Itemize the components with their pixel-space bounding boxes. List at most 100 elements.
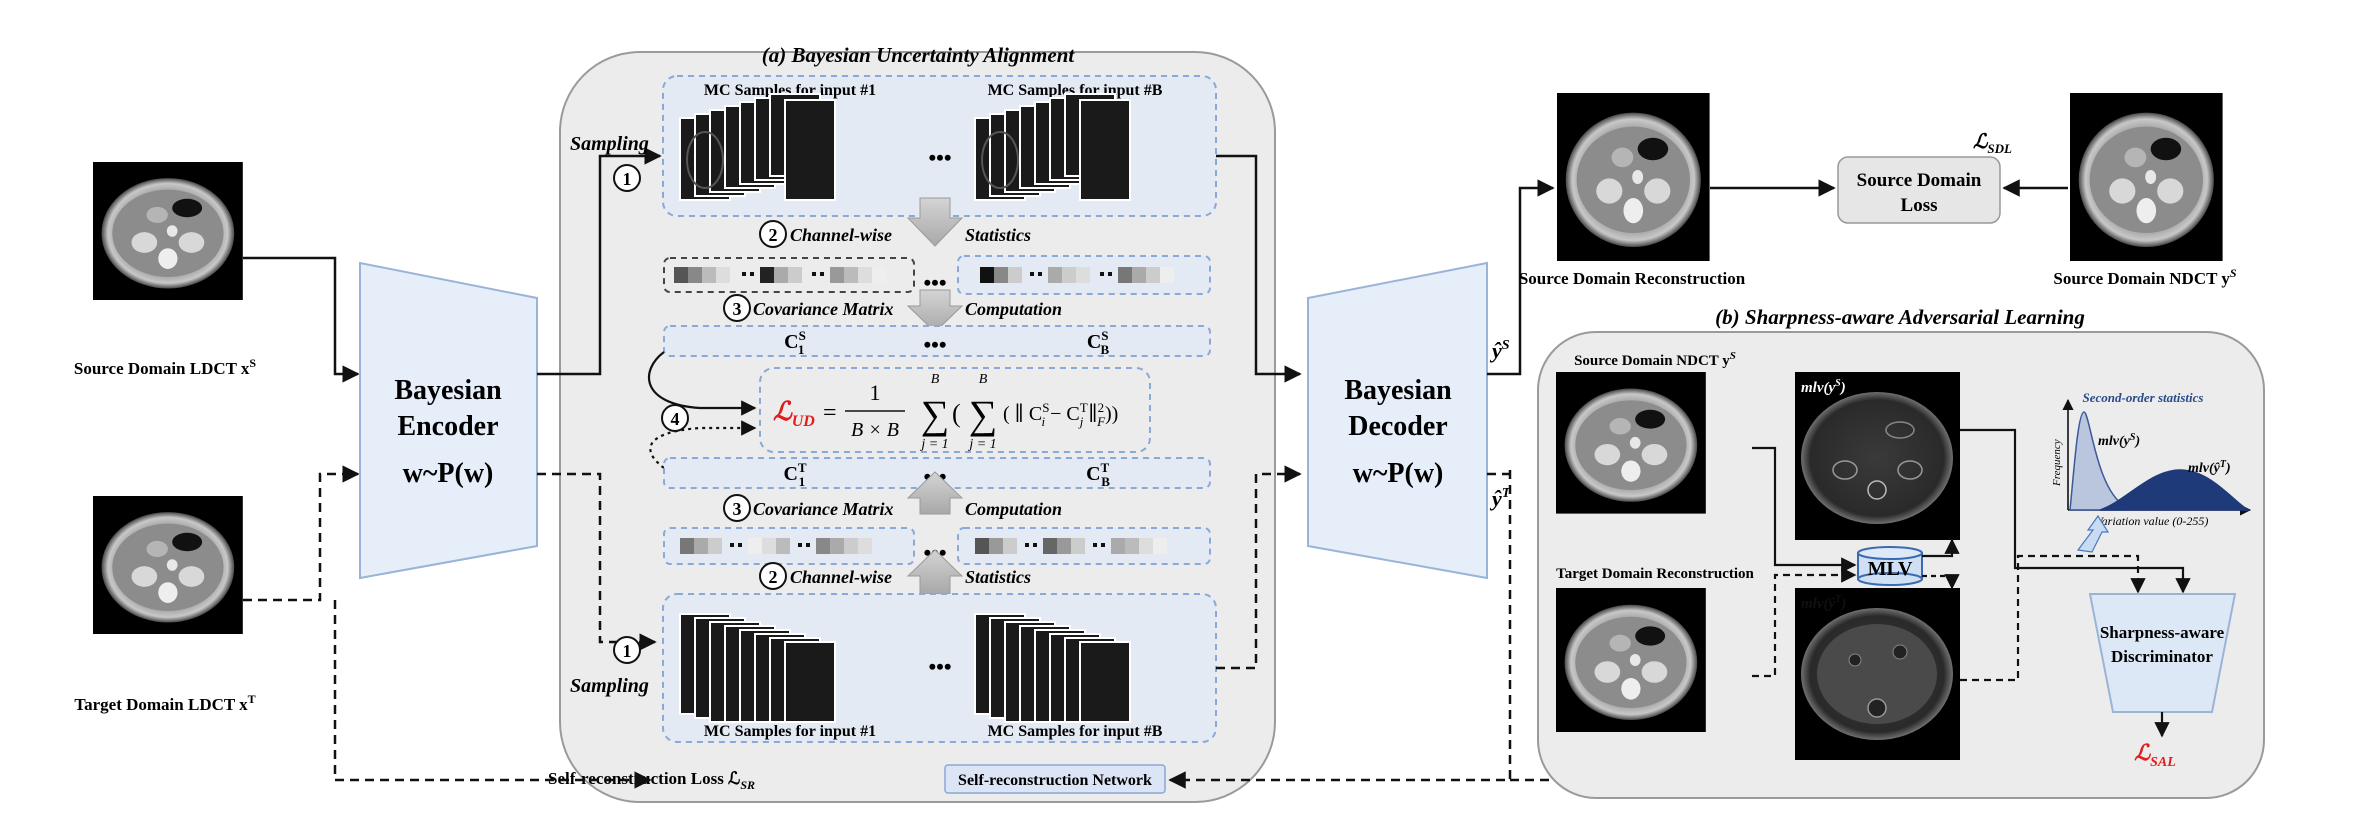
- source-domain-loss-box: [1837, 156, 2001, 224]
- mlv-yt-label: mlv(ŷT): [1801, 594, 1846, 612]
- curve-yt-label: mlv(ŷT): [2188, 459, 2231, 476]
- mlv-target-map: [1795, 588, 1960, 760]
- loss-sdl-label: ℒSDL: [1973, 131, 2012, 156]
- formula-body: ( ∥ CS i − CT j ∥2 F)): [1003, 400, 1118, 429]
- loss-ud-formula-box: [759, 367, 1151, 453]
- yt-map-to-discriminator-arrow: [1960, 554, 2146, 682]
- panel-b-target-recon-image: [1556, 588, 1706, 732]
- c1-target: CT 1: [783, 460, 806, 489]
- target-to-self-recon-loss-arrow: [333, 600, 652, 789]
- covariance-bottom-b: Computation: [965, 499, 1062, 519]
- target-stats-swatches-1: [680, 538, 872, 554]
- source-ldct-label: Source Domain LDCT xS: [74, 356, 257, 378]
- mlv-box-label: MLV: [1868, 558, 1913, 580]
- covariance-bottom-a: Covariance Matrix: [753, 499, 894, 519]
- down-arrow-covariance: [906, 289, 964, 333]
- sampling-label-bottom: Sampling: [570, 675, 649, 697]
- decoder-label-3: w~P(w): [1353, 458, 1444, 489]
- curve-target-mlv: [2099, 469, 2251, 511]
- step-2-badge-top: [759, 220, 787, 248]
- covariance-top-b: Computation: [965, 299, 1062, 319]
- statistics-top: Statistics: [965, 225, 1031, 245]
- step-1-badge-top: [613, 164, 641, 192]
- sum-lower-2: j = 1: [967, 437, 996, 452]
- up-arrow-covariance: [906, 471, 964, 515]
- frequency-label: Frequency: [2051, 439, 2063, 487]
- ellipsis-top-stats: •••: [923, 270, 946, 295]
- source-samples-to-decoder-arrow: [1216, 154, 1302, 383]
- svg-text:2: 2: [769, 567, 778, 587]
- mlv-operator: [1857, 546, 1923, 586]
- sum-lower-1: j = 1: [919, 437, 948, 452]
- source-ldct-image: [93, 162, 243, 300]
- svg-text:3: 3: [733, 499, 742, 519]
- variation-label: Variation value (0-255): [2096, 514, 2209, 528]
- ellipsis-bottom-samples: •••: [928, 654, 951, 679]
- source-ndct-top-label: Source Domain NDCT yS: [2053, 266, 2236, 288]
- bayesian-decoder: [1307, 261, 1488, 580]
- target-cov-to-loss-arrow: [649, 420, 757, 469]
- sampling-label-top: Sampling: [570, 133, 649, 155]
- step-1-badge-bottom: [613, 636, 641, 664]
- svg-text:2: 2: [769, 225, 778, 245]
- source-stats-swatches-1: [674, 267, 886, 283]
- encoder-label-1: Bayesian: [394, 375, 502, 406]
- mc-samples-1-top: MC Samples for input #1: [704, 82, 876, 99]
- svg-text:4: 4: [671, 409, 680, 429]
- sum-upper-1: B: [931, 372, 940, 387]
- fraction-numerator: 1: [870, 380, 881, 405]
- cb-source: CS B: [1087, 328, 1110, 357]
- target-to-encoder-arrow: [243, 465, 360, 602]
- stats-pointer-arrow: [2076, 514, 2110, 553]
- svg-text:1: 1: [623, 169, 632, 189]
- target-ldct-image: [93, 496, 243, 634]
- mlv-to-yt-map-arrow: [1922, 574, 1960, 590]
- c1-source: CS 1: [784, 328, 806, 357]
- step-3-badge-bottom: [723, 494, 751, 522]
- mlv-source-map: [1795, 372, 1960, 540]
- source-loss-line1: Source Domain: [1857, 170, 1982, 191]
- step-2-badge-bottom: [759, 562, 787, 590]
- target-ldct-label: Target Domain LDCT xT: [74, 692, 255, 714]
- encoder-label-2: Encoder: [397, 411, 498, 442]
- loss-ud-equals: =: [823, 400, 837, 426]
- target-mc-stack-1: [679, 613, 836, 723]
- mc-samples-b-bottom: MC Samples for input #B: [988, 723, 1163, 740]
- encoder-label-3: w~P(w): [403, 458, 494, 489]
- panel-b-source-ndct-label: Source Domain NDCT yS: [1574, 350, 1736, 369]
- source-mc-stack-b: [974, 93, 1131, 201]
- down-arrow-channel-stats: [906, 197, 964, 247]
- panel-a-title: (a) Bayesian Uncertainty Alignment: [762, 43, 1076, 67]
- panel-b-title: (b) Sharpness-aware Adversarial Learning: [1715, 305, 2085, 329]
- paren-open: (: [952, 399, 961, 428]
- encoder-to-source-sampling-arrow: [537, 147, 662, 376]
- mc-samples-1-bottom: MC Samples for input #1: [704, 723, 876, 740]
- step-4-badge: [661, 404, 689, 432]
- curve-source-mlv: [2069, 411, 2126, 511]
- curve-ys-label: mlv(yS): [2098, 432, 2140, 449]
- svg-text:3: 3: [733, 299, 742, 319]
- bayesian-encoder: [359, 261, 538, 580]
- panel-b-target-recon-label: Target Domain Reconstruction: [1556, 566, 1754, 582]
- ndct-to-mlv-arrow: [1752, 446, 1857, 573]
- statistics-bottom: Statistics: [965, 567, 1031, 587]
- channel-wise-top: Channel-wise: [790, 225, 892, 245]
- svg-text:1: 1: [623, 641, 632, 661]
- second-order-label: Second-order statistics: [2083, 390, 2204, 405]
- ellipsis-source-cov: •••: [923, 332, 946, 357]
- source-stats-swatches-b: [980, 267, 1174, 283]
- disc-label-2: Discriminator: [2111, 647, 2213, 666]
- loss-ud-symbol: ℒUD: [773, 397, 815, 430]
- recon-to-mlv-arrow: [1752, 567, 1857, 678]
- mlv-to-ys-map-arrow: [1922, 538, 1960, 558]
- fraction-denominator: B × B: [851, 419, 899, 441]
- mlv-ys-label: mlv(yS): [1801, 378, 1846, 396]
- source-mc-stack-1: [679, 93, 836, 201]
- target-samples-to-decoder-arrow: [1216, 465, 1302, 670]
- sum-symbol-1: ∑: [921, 392, 950, 437]
- yt-hat-label: ŷT: [1489, 486, 1512, 511]
- decoder-label-1: Bayesian: [1344, 375, 1452, 406]
- source-loss-line2: Loss: [1901, 195, 1938, 216]
- target-mc-stack-b: [974, 613, 1131, 723]
- decoder-label-2: Decoder: [1348, 411, 1448, 442]
